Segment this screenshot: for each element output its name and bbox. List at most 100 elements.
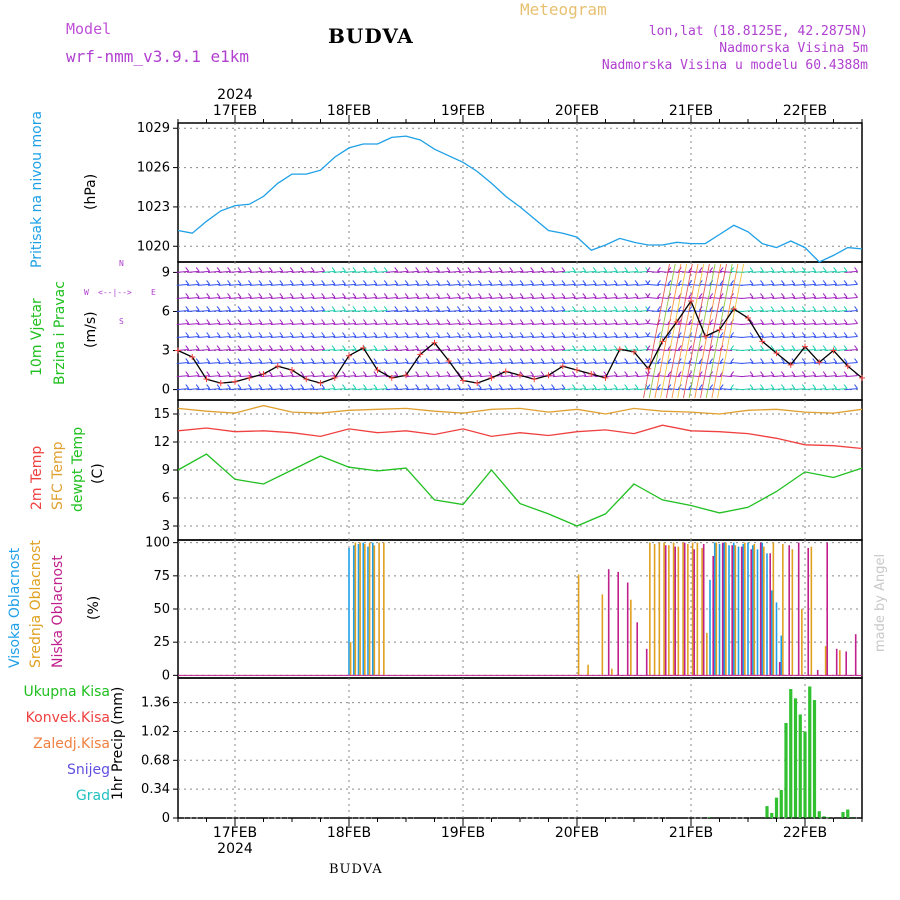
wind-barb — [218, 336, 231, 339]
wind-barb — [197, 362, 210, 365]
wind-barb-feather — [688, 319, 693, 324]
wind-barb-feather — [279, 371, 284, 376]
t2m-line — [177, 424, 863, 450]
wind-speed-marker — [317, 380, 324, 387]
wind-barb-feather — [216, 280, 221, 285]
wind-barb-feather — [603, 306, 608, 311]
precip-bar — [846, 809, 850, 818]
wind-barb-feather — [634, 267, 639, 272]
wind-barb-feather — [477, 280, 482, 285]
wind-barb-feather — [488, 358, 493, 363]
wind-gust-hatch — [648, 263, 676, 399]
wind-barb — [699, 375, 712, 378]
wind-barb-feather — [446, 371, 451, 376]
wind-barb-feather — [477, 267, 482, 272]
wind-barb-feather — [719, 358, 724, 363]
wind-speed-marker — [417, 351, 424, 358]
wind-barb-feather — [624, 345, 629, 350]
wind-barb — [469, 336, 482, 339]
wind-barb-feather — [698, 267, 703, 272]
wind-barb — [532, 336, 545, 339]
wind-barb-feather — [216, 384, 221, 389]
wind-barb-feather — [791, 280, 796, 285]
wind-barb-feather — [467, 371, 472, 376]
wind-barb-feather — [519, 267, 524, 272]
wind-barb-feather — [613, 280, 618, 285]
wind-barb — [354, 336, 367, 339]
wind-speed-marker — [175, 347, 181, 354]
wind-barb — [323, 283, 336, 286]
wind-barb — [375, 309, 388, 312]
wind-barb — [270, 349, 283, 352]
wind-barb — [646, 283, 660, 286]
y-tick-label-precip: 0.68 — [141, 753, 170, 768]
wind-barb-feather — [833, 332, 838, 337]
wind-barb-feather — [457, 345, 461, 350]
wind-barb — [323, 388, 336, 391]
wind-barb-feather — [394, 345, 399, 350]
wind-barb — [782, 336, 795, 339]
wind-speed-marker — [816, 359, 823, 366]
wind-barb — [469, 322, 482, 325]
wind-barb-feather — [760, 293, 764, 298]
wind-barb — [761, 283, 774, 286]
wind-barb — [197, 336, 210, 339]
y-tick-label-precip: 0.34 — [141, 782, 170, 797]
wind-barb-feather — [854, 267, 858, 272]
wind-barb-feather — [404, 345, 409, 350]
wind-barb-feather — [289, 280, 294, 285]
wind-barb — [312, 309, 325, 312]
wind-barb-feather — [582, 332, 587, 337]
wind-barb-feather — [436, 358, 440, 363]
panel-frame-precip — [177, 677, 863, 819]
wind-barb — [197, 388, 210, 391]
wind-barb — [741, 336, 754, 339]
wind-barb — [552, 375, 565, 378]
wind-barb — [291, 296, 304, 299]
wind-barb — [302, 309, 315, 312]
wind-barb-feather — [237, 267, 242, 272]
wind-barb — [803, 375, 816, 378]
wind-barb — [636, 283, 649, 286]
panel-frame-wind — [177, 261, 863, 401]
wind-barb-feather — [657, 332, 661, 337]
wind-barb-feather — [362, 267, 367, 272]
wind-barb — [751, 296, 764, 299]
wind-barb-feather — [688, 280, 693, 285]
date-label-bottom: 21FEB — [669, 825, 713, 841]
wind-barb — [458, 270, 471, 273]
wind-barb — [427, 375, 440, 378]
wind-barb — [824, 388, 837, 391]
wind-speed-marker — [545, 372, 552, 379]
wind-barb — [375, 336, 388, 339]
wind-barb — [605, 322, 618, 325]
wind-barb-feather — [425, 371, 430, 376]
wind-barb-feather — [519, 332, 524, 337]
wind-barb — [751, 375, 764, 378]
wind-barb-feather — [206, 371, 211, 376]
wind-barb-feather — [749, 293, 754, 298]
wind-barb — [678, 375, 691, 378]
wind-barb — [417, 270, 430, 273]
wind-barb — [364, 270, 377, 273]
wind-barb-feather — [698, 345, 703, 350]
wind-barb — [176, 270, 189, 273]
wind-barb-feather — [781, 332, 785, 337]
wind-barb-feather — [383, 319, 388, 324]
wind-barb — [406, 322, 419, 325]
wind-barb — [437, 296, 451, 299]
wind-barb-feather — [657, 384, 661, 389]
wind-barb-feather — [613, 371, 618, 376]
wind-barb-feather — [561, 332, 566, 337]
wind-barb-feather — [289, 371, 294, 376]
wind-barb-feather — [561, 345, 566, 350]
wind-barb-feather — [467, 293, 472, 298]
wind-barb-feather — [582, 319, 587, 324]
wind-barb-feather — [237, 358, 242, 363]
wind-barb-feather — [530, 306, 534, 311]
wind-barb-feather — [425, 319, 430, 324]
wind-barb-feather — [781, 358, 785, 363]
wind-barb-feather — [561, 280, 566, 285]
wind-barb — [772, 388, 785, 391]
wind-barb-feather — [770, 293, 775, 298]
